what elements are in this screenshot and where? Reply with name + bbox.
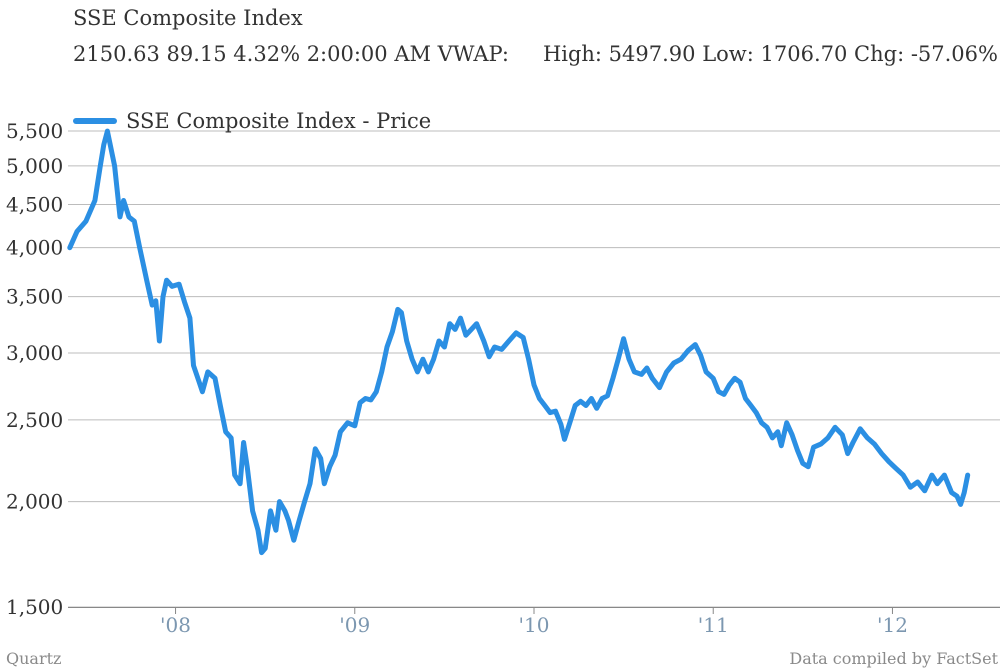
gridlines (68, 130, 1000, 608)
y-axis: 1,500 2,000 2,500 3,000 3,500 4,000 4,500 5,000… (6, 119, 63, 619)
range-stats: High: 5497.90 Low: 1706.70 Chg: -57.06% (542, 42, 998, 66)
y-tick-label: 5,000 (6, 154, 63, 178)
y-tick-label: 4,500 (6, 193, 63, 217)
y-tick-label: 5,500 (6, 119, 63, 143)
footer-source-right: Data compiled by FactSet (789, 649, 998, 668)
x-tick-label: '09 (339, 613, 370, 637)
x-tick-label: '08 (160, 613, 191, 637)
x-tick-label: '10 (519, 613, 550, 637)
chart-title: SSE Composite Index (73, 6, 303, 30)
legend-label: SSE Composite Index - Price (126, 109, 432, 133)
y-tick-label: 3,000 (6, 341, 63, 365)
x-axis: '08 '09 '10 '11 '12 (68, 607, 1000, 637)
y-tick-label: 1,500 (6, 595, 63, 619)
legend: SSE Composite Index - Price (73, 109, 431, 133)
y-tick-label: 2,000 (6, 490, 63, 514)
x-tick-label: '11 (698, 613, 729, 637)
legend-swatch (73, 118, 117, 124)
y-tick-label: 3,500 (6, 285, 63, 309)
footer-source-left: Quartz (6, 649, 62, 668)
price-stats: 2150.63 89.15 4.32% 2:00:00 AM VWAP: (73, 42, 509, 66)
series-lines (67, 128, 971, 556)
series-line (67, 128, 971, 556)
y-tick-label: 4,000 (6, 236, 63, 260)
y-tick-label: 2,500 (6, 408, 63, 432)
x-tick-label: '12 (877, 613, 908, 637)
